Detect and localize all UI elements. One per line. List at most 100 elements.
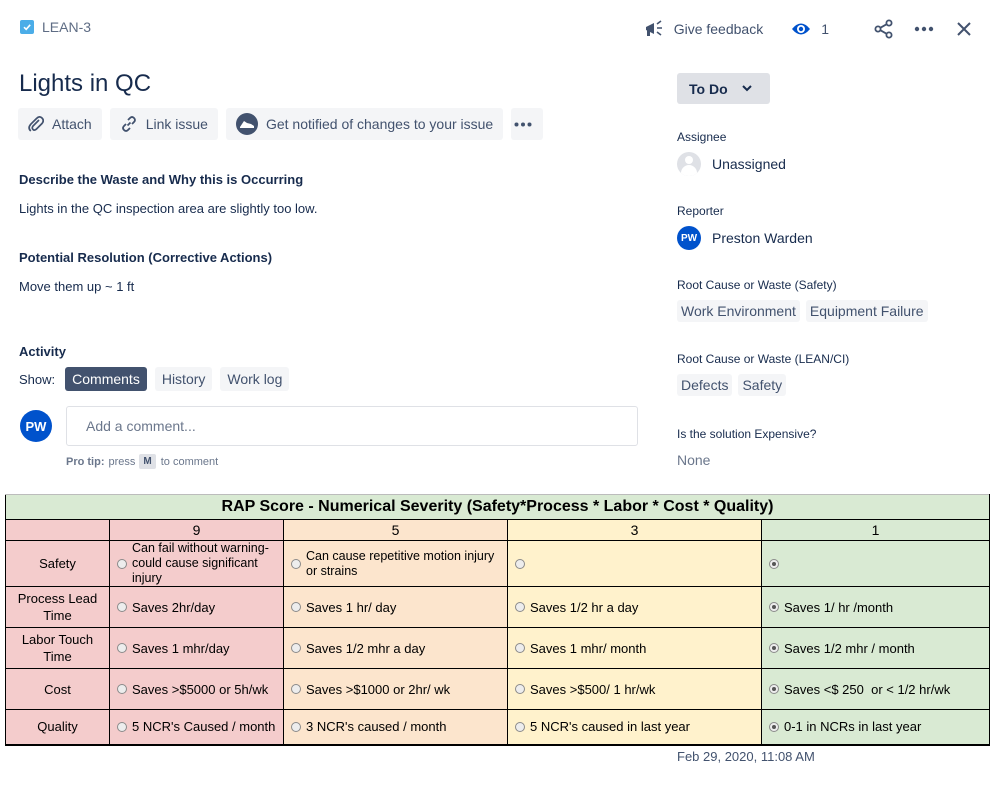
radio-button-selected[interactable] (769, 558, 779, 569)
notify-label: Get notified of changes to your issue (265, 116, 494, 132)
radio-button[interactable] (117, 602, 127, 612)
tag-defects[interactable]: Defects (677, 374, 733, 396)
issue-key-link[interactable]: LEAN-3 (20, 19, 91, 35)
radio-button[interactable] (117, 721, 127, 732)
waste-description-value[interactable]: Lights in the QC inspection area are sli… (19, 201, 318, 216)
more-actions-button[interactable] (911, 16, 937, 42)
show-label: Show: (19, 371, 56, 387)
assignee-field[interactable]: Unassigned (677, 152, 786, 176)
comment-input[interactable]: Add a comment... (66, 406, 638, 446)
radio-button-selected[interactable] (769, 721, 779, 732)
give-feedback-label: Give feedback (673, 21, 764, 37)
status-dropdown[interactable]: To Do (677, 73, 770, 104)
radio-button[interactable] (515, 602, 525, 612)
option-label: Saves 1 hr/ day (306, 599, 397, 615)
radio-button[interactable] (117, 643, 127, 653)
tab-work-log[interactable]: Work log (220, 367, 290, 391)
radio-button-selected[interactable] (769, 602, 779, 612)
megaphone-icon (645, 20, 662, 36)
radio-button[interactable] (515, 721, 525, 732)
option-cell[interactable]: Saves >$1000 or 2hr/ wk (283, 668, 508, 710)
option-cell[interactable]: 5 NCR's Caused / month (109, 709, 284, 746)
option-cell[interactable]: Saves >$500/ 1 hr/wk (507, 668, 762, 710)
table-row: Safety Can fail without warning- could c… (5, 540, 991, 587)
pro-tip: Pro tip: press M to comment (66, 454, 218, 469)
radio-button[interactable] (515, 643, 525, 653)
score-3-header: 3 (507, 519, 762, 541)
option-cell[interactable]: Saves 1 mhr/ month (507, 627, 762, 669)
option-cell[interactable]: Saves 1/2 hr a day (507, 586, 762, 628)
radio-button-selected[interactable] (769, 643, 779, 653)
table-corner (5, 519, 110, 541)
score-5-header: 5 (283, 519, 508, 541)
option-cell[interactable]: Saves 1/ hr /month (760, 586, 991, 628)
option-label: 5 NCR's caused in last year (530, 719, 690, 735)
watch-button[interactable]: 1 (791, 21, 829, 37)
expensive-heading: Is the solution Expensive? (677, 427, 817, 441)
radio-button[interactable] (515, 558, 525, 569)
radio-button[interactable] (291, 602, 301, 612)
radio-button-selected[interactable] (769, 684, 779, 694)
reporter-heading: Reporter (677, 204, 724, 218)
root-cause-lean-tags[interactable]: Defects Safety (677, 374, 787, 396)
share-button[interactable] (871, 16, 897, 42)
option-cell[interactable]: Saves 1/2 mhr a day (283, 627, 508, 669)
option-label: Can cause repetitive motion injury or st… (306, 548, 495, 578)
option-cell[interactable]: Saves 2hr/day (109, 586, 284, 628)
radio-button[interactable] (291, 558, 301, 569)
watch-count: 1 (821, 21, 829, 37)
root-cause-safety-heading: Root Cause or Waste (Safety) (677, 278, 837, 292)
option-cell[interactable]: Saves 1/2 mhr / month (760, 627, 991, 669)
option-cell[interactable] (507, 540, 762, 587)
option-cell[interactable]: Saves 1 mhr/day (109, 627, 284, 669)
radio-button[interactable] (291, 721, 301, 732)
table-row: Process Lead Time Saves 2hr/day Saves 1 h… (5, 586, 991, 628)
issue-title[interactable]: Lights in QC (19, 70, 152, 97)
tag-safety[interactable]: Safety (738, 374, 787, 396)
tag-work-environment[interactable]: Work Environment (677, 300, 800, 322)
radio-button[interactable] (117, 684, 127, 694)
sneaker-icon (235, 113, 258, 135)
attach-button[interactable]: Attach (18, 108, 102, 140)
chevron-down-icon (741, 85, 752, 92)
option-cell[interactable]: Can cause repetitive motion injury or st… (283, 540, 508, 587)
option-cell[interactable] (760, 540, 991, 587)
table-row: Labor Touch Time Saves 1 mhr/day Saves 1/… (5, 627, 991, 669)
activity-filter: Show: Comments History Work log (19, 367, 290, 391)
radio-button[interactable] (117, 558, 127, 569)
option-cell[interactable]: Saves <$ 250 or < 1/2 hr/wk (760, 668, 991, 710)
row-label-process-lead-time: Process Lead Time (5, 586, 110, 628)
option-cell[interactable]: 3 NCR's caused / month (283, 709, 508, 746)
table-row: Quality 5 NCR's Caused / month 3 NCR's c… (5, 709, 991, 746)
resolution-value[interactable]: Move them up ~ 1 ft (19, 279, 135, 294)
tag-equipment-failure[interactable]: Equipment Failure (805, 300, 928, 322)
option-cell[interactable]: Can fail without warning- could cause si… (109, 540, 284, 587)
radio-button[interactable] (515, 684, 525, 694)
radio-button[interactable] (291, 684, 301, 694)
option-label: Can fail without warning- could cause si… (132, 541, 269, 585)
row-label-safety: Safety (5, 540, 110, 587)
option-label: 3 NCR's caused / month (306, 719, 447, 735)
option-label: Saves 1/2 hr a day (530, 599, 639, 615)
close-button[interactable] (951, 16, 977, 42)
waste-description-heading: Describe the Waste and Why this is Occur… (19, 172, 304, 187)
notify-button[interactable]: Get notified of changes to your issue (225, 108, 504, 140)
radio-button[interactable] (291, 643, 301, 653)
link-issue-button[interactable]: Link issue (109, 108, 218, 140)
expensive-value[interactable]: None (677, 452, 711, 468)
tab-comments[interactable]: Comments (65, 367, 147, 391)
option-label: Saves 1 mhr/ month (530, 640, 647, 656)
option-cell[interactable]: Saves >$5000 or 5h/wk (109, 668, 284, 710)
rap-title: RAP Score - Numerical Severity (Safety*P… (4, 494, 991, 520)
issue-more-button[interactable] (511, 108, 544, 140)
close-icon (957, 22, 971, 36)
give-feedback-button[interactable]: Give feedback (644, 20, 764, 38)
option-label: Saves 2hr/day (132, 599, 216, 615)
option-cell[interactable]: Saves 1 hr/ day (283, 586, 508, 628)
tab-history[interactable]: History (154, 367, 213, 391)
option-cell[interactable]: 0-1 in NCRs in last year (760, 709, 991, 746)
root-cause-safety-tags[interactable]: Work Environment Equipment Failure (677, 300, 928, 322)
reporter-field[interactable]: PW Preston Warden (677, 226, 813, 250)
option-cell[interactable]: 5 NCR's caused in last year (507, 709, 762, 746)
attach-label: Attach (52, 116, 92, 132)
